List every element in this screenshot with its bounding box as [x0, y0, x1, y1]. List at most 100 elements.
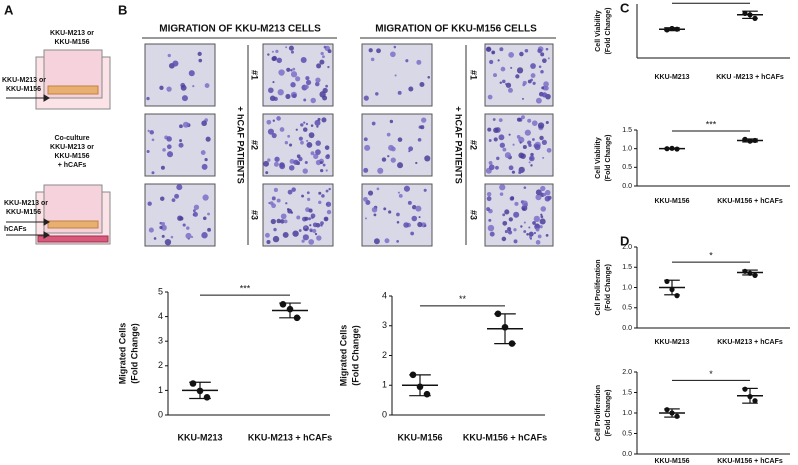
cell-stain	[540, 213, 543, 216]
cell-stain	[149, 130, 154, 135]
panel-label: B	[118, 2, 127, 17]
panel-title: MIGRATION OF KKU-M213 CELLS	[159, 24, 321, 35]
cell-stain	[373, 238, 380, 245]
data-point	[674, 26, 680, 32]
cell-stain	[310, 230, 313, 233]
cell-stain	[146, 150, 150, 154]
cell-stain	[301, 239, 305, 243]
data-point	[669, 145, 675, 151]
cell-stain	[530, 63, 536, 69]
cell-stain	[489, 59, 494, 65]
data-point	[747, 394, 753, 400]
cell-stain	[520, 225, 523, 228]
cell-stain	[292, 67, 296, 71]
cell-stain	[508, 217, 513, 222]
cell-stain	[319, 91, 326, 98]
cell-stain	[202, 194, 209, 201]
cell-stain	[303, 98, 307, 102]
cell-stain	[371, 121, 376, 126]
y-tick-label: 0.5	[622, 430, 632, 437]
cell-stain	[417, 221, 423, 228]
cell-stain	[522, 144, 527, 150]
cell-stain	[147, 201, 152, 206]
cell-stain	[499, 81, 502, 84]
cell-stain	[315, 77, 321, 83]
micrograph	[262, 113, 334, 177]
cell-stain	[309, 224, 312, 227]
cell-stain	[276, 57, 283, 64]
cell-stain	[287, 189, 293, 195]
cell-stain	[529, 237, 532, 240]
cell-stain	[540, 206, 547, 212]
cell-stain	[292, 93, 297, 99]
cell-stain	[364, 217, 367, 220]
y-axis-label: (Fold Change)	[605, 264, 612, 311]
cell-stain	[486, 207, 491, 212]
cell-stain	[315, 81, 320, 87]
cell-stain	[516, 135, 521, 139]
cell-stain	[319, 161, 323, 165]
cell-stain	[201, 163, 208, 170]
cell-stain	[306, 191, 310, 195]
diagram-label: KKU-M156	[54, 153, 89, 160]
cell-stain	[160, 165, 165, 170]
cell-stain	[160, 196, 165, 201]
cell-stain	[186, 226, 190, 230]
cell-stain	[327, 65, 330, 69]
y-axis-label: (Fold Change)	[605, 134, 612, 181]
data-point	[669, 25, 675, 32]
patient-label: #3	[469, 210, 479, 220]
data-point	[664, 146, 670, 152]
cell-stain	[427, 76, 431, 79]
y-tick-label: 1	[382, 380, 387, 390]
cell-stain	[193, 204, 200, 210]
cell-stain	[377, 167, 384, 174]
cell-stain	[512, 143, 515, 146]
cell-stain	[291, 187, 296, 192]
cell-stain	[528, 226, 531, 229]
cell-stain	[322, 163, 326, 167]
cell-stain	[411, 215, 418, 222]
cell-stain	[363, 137, 368, 142]
cell-stain	[205, 136, 211, 142]
data-point	[752, 272, 758, 278]
cell-stain	[271, 50, 274, 53]
cell-stain	[271, 132, 277, 139]
x-tick-label: KKU-M156 + hCAFs	[717, 198, 783, 205]
cell-stain	[496, 156, 500, 161]
cell-stain	[537, 234, 542, 239]
x-tick-label: KKU-M213	[177, 432, 222, 442]
cell-stain	[539, 218, 546, 225]
cell-stain	[528, 161, 531, 164]
cell-stain	[545, 189, 551, 196]
cell-stain	[265, 232, 270, 238]
cell-stain	[273, 187, 278, 193]
y-tick-label: 1.0	[622, 284, 632, 291]
cell-stain	[504, 152, 512, 159]
cell-stain	[298, 229, 302, 232]
cell-stain	[500, 66, 506, 72]
cell-stain	[388, 210, 392, 214]
patient-label: #1	[469, 70, 479, 80]
cell-stain	[539, 225, 543, 229]
data-point	[674, 413, 680, 419]
panel-label: D	[620, 233, 629, 248]
cell-stain	[537, 122, 545, 129]
cell-stain	[302, 168, 308, 174]
patient-label: #3	[250, 210, 260, 220]
data-point	[293, 314, 301, 322]
cell-stain	[304, 160, 308, 165]
cell-stain	[320, 168, 324, 173]
cell-stain	[300, 56, 307, 63]
cell-stain	[280, 213, 287, 220]
x-tick-label: KKU-M156	[654, 458, 689, 465]
cell-stain	[316, 63, 322, 69]
cell-stain	[502, 147, 507, 152]
cell-stain	[376, 187, 380, 191]
cell-stain	[200, 150, 206, 155]
cell-stain	[541, 139, 547, 145]
cell-stain	[387, 154, 390, 158]
cell-stain	[263, 160, 270, 167]
cell-stain	[265, 171, 269, 175]
cell-stain	[499, 192, 504, 196]
